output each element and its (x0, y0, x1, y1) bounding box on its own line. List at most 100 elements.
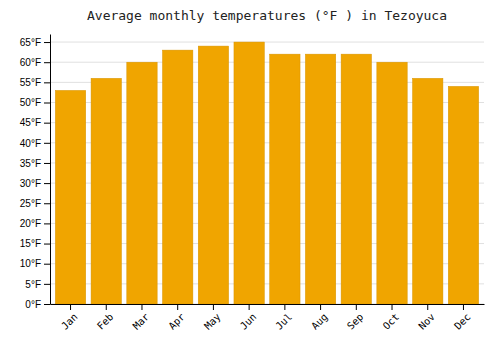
bar (234, 42, 264, 304)
tick-mark (320, 304, 321, 310)
tick: 25°F (20, 198, 50, 209)
tick-label: Feb (95, 311, 116, 332)
bar (163, 50, 193, 304)
tick-label: 5°F (25, 279, 41, 290)
tick: Jul (274, 304, 295, 332)
bar (341, 54, 371, 304)
tick-label: 45°F (20, 117, 41, 128)
tick-mark (44, 304, 50, 305)
tick-mark (44, 123, 50, 124)
tick: 20°F (20, 218, 50, 229)
axis-line (51, 304, 485, 305)
tick-mark (106, 304, 107, 310)
tick-mark (44, 163, 50, 164)
plot: Jan Feb Mar Apr May Jun Jul Aug Sep Oct Nov Dec 0°F 5… (20, 35, 485, 332)
tick: 65°F (20, 37, 50, 48)
tick-label: 55°F (20, 77, 41, 88)
tick-mark (44, 223, 50, 224)
tick-mark (44, 183, 50, 184)
tick-label: 15°F (20, 238, 41, 249)
tick: Jun (238, 304, 259, 332)
tick: Oct (381, 304, 402, 332)
bar (270, 54, 300, 304)
tick-mark (249, 304, 250, 310)
tick-mark (427, 304, 428, 310)
tick-label: 35°F (20, 158, 41, 169)
tick-label: Jul (274, 311, 295, 332)
chart: Jan Feb Mar Apr May Jun Jul Aug Sep Oct Nov Dec 0°F 5… (0, 0, 500, 350)
bar (377, 62, 407, 304)
tick-label: May (202, 311, 223, 332)
tick-label: Jun (238, 311, 259, 332)
tick-mark (284, 304, 285, 310)
grid (50, 42, 484, 304)
bars (55, 42, 478, 304)
tick: 15°F (20, 238, 50, 249)
tick-mark (44, 203, 50, 204)
grid-line (50, 42, 484, 43)
tick: Jan (59, 304, 80, 332)
tick-mark (44, 82, 50, 83)
bar (448, 86, 478, 304)
bar (55, 90, 85, 304)
tick: Mar (131, 304, 152, 332)
bar (305, 54, 335, 304)
tick-label: 65°F (20, 37, 41, 48)
tick-label: 30°F (20, 178, 41, 189)
bar (413, 78, 443, 304)
tick-mark (44, 103, 50, 104)
tick-mark (141, 304, 142, 310)
tick: Aug (309, 304, 330, 332)
bar (198, 46, 228, 304)
axis-line (50, 35, 51, 305)
tick-mark (177, 304, 178, 310)
tick-mark (44, 143, 50, 144)
tick: May (202, 304, 223, 332)
tick-mark (44, 244, 50, 245)
tick-label: Mar (131, 311, 152, 332)
tick-mark (392, 304, 393, 310)
bar (91, 78, 121, 304)
tick: Feb (95, 304, 116, 332)
tick-mark (70, 304, 71, 310)
tick: 55°F (20, 77, 50, 88)
tick-label: Nov (416, 311, 437, 332)
tick: 40°F (20, 138, 50, 149)
tick-label: 20°F (20, 218, 41, 229)
bar (127, 62, 157, 304)
tick-mark (213, 304, 214, 310)
tick-label: 50°F (20, 97, 41, 108)
tick: 10°F (20, 258, 50, 269)
title: Average monthly temperatures (°F ) in Te… (87, 8, 447, 23)
tick-mark (356, 304, 357, 310)
grid-line (50, 62, 484, 63)
tick: 30°F (20, 178, 50, 189)
tick-label: Oct (381, 311, 402, 332)
tick-label: 0°F (25, 299, 41, 310)
tick: 60°F (20, 57, 50, 68)
tick-mark (44, 42, 50, 43)
tick: 35°F (20, 158, 50, 169)
tick: 45°F (20, 117, 50, 128)
tick: Nov (416, 304, 437, 332)
x-axis: Jan Feb Mar Apr May Jun Jul Aug Sep Oct Nov Dec (51, 304, 485, 332)
tick-mark (463, 304, 464, 310)
y-axis: 0°F 5°F 10°F 15°F 20°F 25°F 30°F 35°F 40°F 45°F 50… (20, 35, 51, 310)
tick-mark (44, 264, 50, 265)
tick: Dec (452, 304, 473, 332)
tick-label: Sep (345, 311, 366, 332)
tick-label: Apr (166, 311, 187, 332)
tick-mark (44, 62, 50, 63)
tick: 0°F (25, 299, 50, 310)
tick-label: Jan (59, 311, 80, 332)
tick-mark (44, 284, 50, 285)
tick-label: Dec (452, 311, 473, 332)
tick-label: 25°F (20, 198, 41, 209)
tick: 5°F (25, 279, 50, 290)
tick: Sep (345, 304, 366, 332)
tick-label: 10°F (20, 258, 41, 269)
tick-label: 40°F (20, 138, 41, 149)
tick-label: Aug (309, 311, 330, 332)
tick-label: 60°F (20, 57, 41, 68)
tick: 50°F (20, 97, 50, 108)
